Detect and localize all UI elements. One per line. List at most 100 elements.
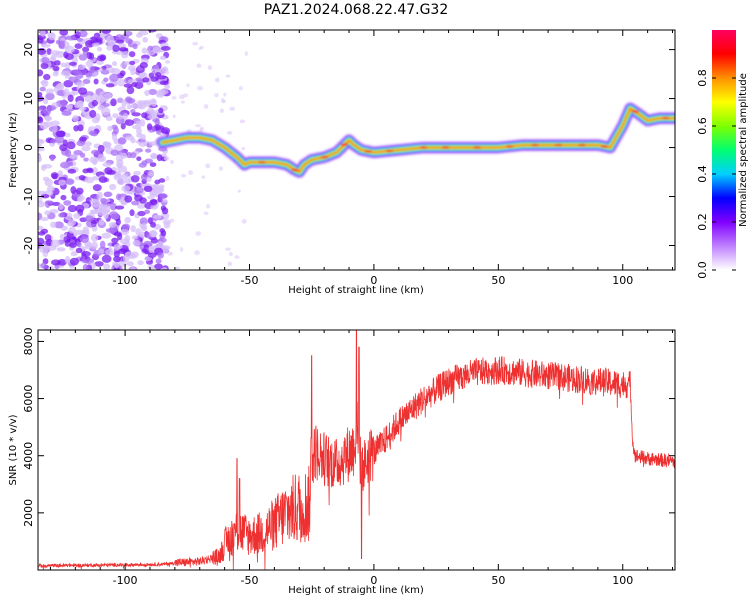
noise-cell — [111, 237, 119, 244]
noise-cell — [158, 178, 166, 183]
noise-cell — [122, 113, 129, 119]
noise-cell — [150, 221, 156, 228]
noise-cell — [225, 74, 231, 78]
noise-cell — [82, 168, 90, 174]
noise-cell — [74, 229, 84, 236]
noise-cell — [109, 183, 117, 191]
noise-cell — [84, 91, 94, 97]
noise-cell — [105, 228, 115, 233]
noise-cell — [113, 243, 123, 250]
noise-cell — [182, 93, 189, 98]
figure-title: PAZ1.2024.068.22.47.G32 — [264, 2, 449, 18]
noise-cell — [76, 197, 84, 203]
noise-cell — [154, 263, 163, 270]
noise-cell — [42, 97, 49, 105]
noise-cell — [130, 137, 136, 144]
noise-cell — [41, 56, 50, 64]
noise-cell — [131, 200, 140, 206]
noise-cell — [138, 141, 148, 147]
noise-cell — [87, 168, 94, 174]
noise-cell — [50, 221, 57, 228]
noise-cell — [170, 159, 174, 165]
noise-cell — [38, 111, 42, 117]
noise-cell — [140, 133, 146, 141]
noise-cell — [52, 71, 59, 77]
noise-cell — [123, 83, 133, 88]
noise-cell — [95, 36, 103, 43]
noise-cell — [51, 201, 61, 206]
noise-cell — [47, 265, 55, 270]
noise-cell — [163, 222, 171, 229]
ridge-band-4 — [161, 107, 675, 174]
noise-cell — [112, 113, 119, 119]
noise-cell — [150, 98, 157, 104]
noise-cell — [136, 103, 144, 109]
noise-cell — [84, 141, 92, 147]
snr-x-tick-label: -50 — [241, 574, 259, 587]
spectrogram-y-tick-label: 10 — [22, 92, 35, 106]
noise-cell — [81, 145, 91, 152]
noise-cell — [88, 130, 97, 136]
ridge-peak — [631, 110, 640, 113]
noise-cell — [103, 77, 109, 82]
noise-cell — [174, 266, 180, 270]
noise-cell — [147, 195, 155, 200]
noise-cell — [42, 164, 53, 169]
noise-cell — [158, 193, 168, 199]
noise-cell — [140, 173, 148, 181]
noise-cell — [66, 141, 76, 150]
noise-cell — [38, 106, 44, 111]
noise-cell — [125, 178, 131, 185]
snr-x-tick-label: 100 — [612, 574, 633, 587]
noise-cell — [69, 242, 77, 248]
noise-cell — [70, 251, 78, 257]
noise-cell — [64, 178, 75, 185]
noise-cell — [43, 73, 51, 81]
noise-cell — [234, 255, 240, 259]
snr-axes: -100 -50 0 50 100 2000 4000 6000 8000 — [22, 327, 675, 587]
noise-cell — [239, 119, 246, 124]
noise-cell — [105, 249, 114, 256]
noise-cell — [94, 261, 104, 267]
noise-cell — [145, 148, 152, 153]
noise-cell — [75, 71, 84, 80]
noise-cell — [138, 231, 145, 238]
noise-cell — [76, 100, 84, 108]
noise-cell — [52, 65, 60, 72]
noise-cell — [148, 88, 158, 96]
noise-cell — [46, 48, 52, 55]
noise-cell — [137, 260, 144, 266]
noise-cell — [214, 77, 220, 83]
noise-cell — [59, 30, 69, 36]
noise-cell — [115, 218, 121, 226]
noise-cell — [132, 239, 141, 246]
noise-cell — [103, 92, 112, 99]
colorbar-ticks: 0.0 0.2 0.4 0.6 0.8 — [696, 69, 736, 279]
noise-cell — [66, 104, 73, 110]
noise-cell — [78, 106, 87, 111]
noise-cell — [96, 46, 103, 52]
noise-cell — [76, 37, 84, 42]
noise-cell — [136, 100, 147, 105]
noise-cell — [141, 47, 148, 54]
noise-cell — [147, 114, 157, 120]
noise-cell — [38, 116, 44, 124]
noise-cell — [112, 44, 120, 52]
noise-cell — [132, 124, 142, 130]
noise-cell — [38, 231, 46, 236]
ridge-peak — [340, 143, 349, 147]
snr-x-axis-label: Height of straight line (km) — [288, 585, 424, 596]
noise-cell — [105, 115, 113, 121]
noise-cell — [63, 236, 72, 243]
noise-cell — [53, 60, 61, 66]
noise-cell — [40, 62, 49, 70]
noise-cell — [84, 39, 95, 48]
noise-cell — [227, 261, 233, 267]
noise-cell — [164, 84, 171, 90]
spectrogram-x-axis-label: Height of straight line (km) — [288, 285, 424, 296]
noise-cell — [64, 53, 74, 60]
noise-cell — [78, 54, 88, 61]
noise-cell — [164, 70, 170, 75]
ridge-peak — [473, 146, 482, 149]
